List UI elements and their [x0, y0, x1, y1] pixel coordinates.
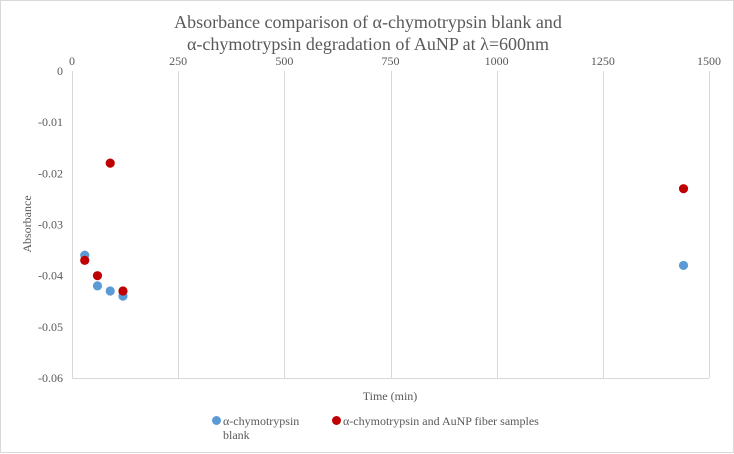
data-points — [80, 158, 689, 301]
x-tick-label: 1250 — [591, 54, 615, 68]
legend-label-aunp: α-chymotrypsin and AuNP fiber samples — [343, 414, 539, 428]
y-tick-label: -0.03 — [38, 218, 63, 232]
y-tick-label: -0.05 — [38, 320, 63, 334]
x-tick-label: 250 — [169, 54, 187, 68]
x-tick-label: 0 — [69, 54, 75, 68]
y-tick-label: 0 — [57, 64, 63, 78]
x-tick-label: 750 — [382, 54, 400, 68]
gridlines — [72, 71, 710, 379]
chart-title-line-2: α-chymotrypsin degradation of AuNP at λ=… — [186, 34, 550, 54]
data-point-blank — [105, 286, 115, 296]
data-point-aunp — [678, 184, 689, 194]
data-point-aunp — [118, 286, 128, 296]
y-axis-title: Absorbance — [20, 195, 34, 252]
x-axis-title: Time (min) — [363, 389, 418, 403]
data-point-blank — [678, 260, 689, 271]
y-tick-label: -0.06 — [38, 371, 63, 385]
legend-marker-aunp — [332, 416, 341, 425]
data-point-aunp — [92, 271, 103, 281]
tick-labels: 0 250 500 750 1000 1250 1500 0 -0.01 -0.02 -0.03 -0… — [38, 54, 721, 385]
y-tick-label: -0.02 — [38, 166, 63, 180]
y-tick-label: -0.01 — [38, 115, 63, 129]
chart-title: Absorbance comparison of α-chymotrypsin … — [1, 11, 734, 55]
x-tick-label: 1000 — [485, 54, 509, 68]
data-point-blank — [92, 281, 103, 291]
legend-label-blank: α-chymotrypsin blank — [223, 414, 300, 442]
legend-item-aunp: α-chymotrypsin and AuNP fiber samples — [332, 414, 539, 428]
legend: α-chymotrypsin blank α-chymotrypsin and … — [212, 414, 553, 442]
legend-item-blank: α-chymotrypsin blank — [212, 414, 318, 442]
x-tick-label: 1500 — [697, 54, 721, 68]
x-tick-label: 500 — [275, 54, 293, 68]
chart-title-line-1: Absorbance comparison of α-chymotrypsin … — [174, 12, 562, 32]
data-point-aunp — [80, 255, 90, 265]
data-point-aunp — [105, 158, 115, 168]
legend-marker-blank — [212, 416, 221, 425]
y-tick-label: -0.04 — [38, 269, 63, 283]
